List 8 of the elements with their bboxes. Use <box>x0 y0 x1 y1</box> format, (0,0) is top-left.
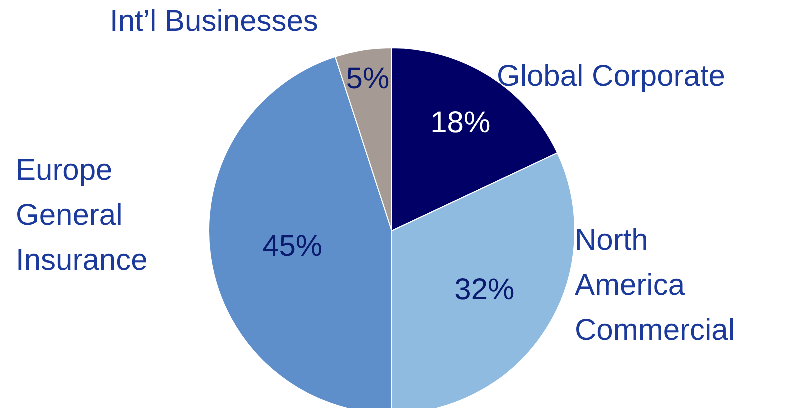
data-label: 32% <box>454 273 515 306</box>
slice-label: Global Corporate <box>497 60 726 93</box>
data-label: 45% <box>262 230 323 264</box>
slice-label: Europe General Insurance <box>16 154 148 277</box>
slice-label: Int’l Businesses <box>110 5 318 38</box>
slice-label: North America Commercial <box>575 224 736 347</box>
data-label: 5% <box>346 62 390 96</box>
data-label: 18% <box>430 106 491 140</box>
